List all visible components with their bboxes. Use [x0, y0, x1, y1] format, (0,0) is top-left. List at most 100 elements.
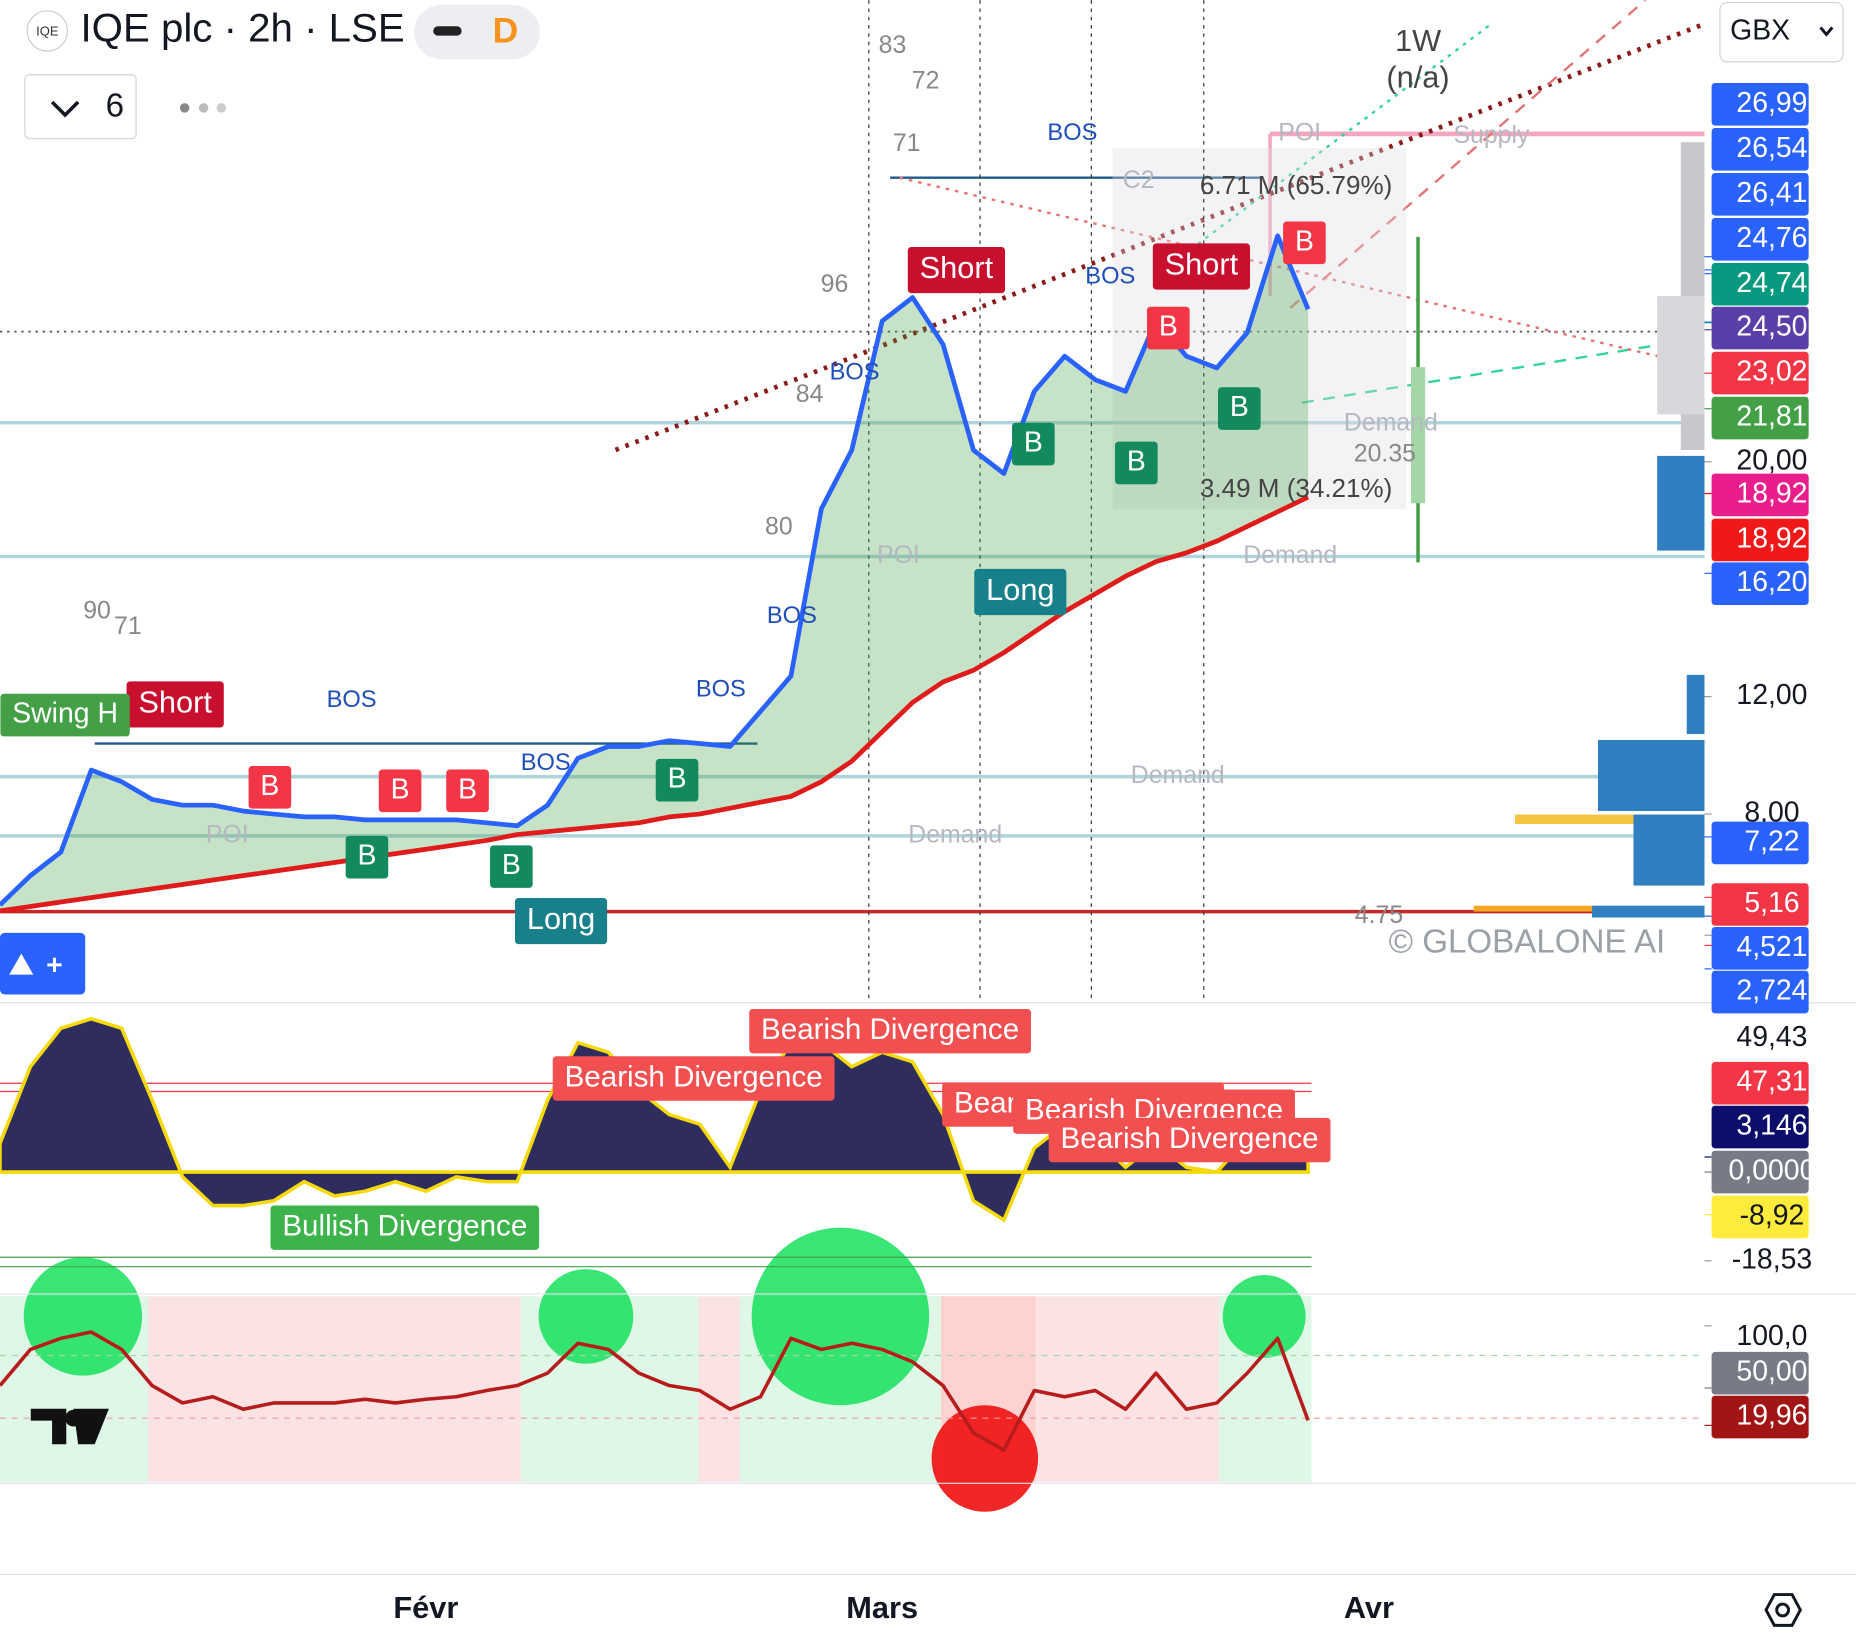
- dot: [216, 103, 227, 113]
- annotation: © GLOBALONE AI: [1389, 923, 1666, 960]
- annotation: POI: [877, 542, 920, 569]
- price-badge: [1711, 83, 1809, 126]
- annotation-box: [552, 1056, 835, 1101]
- chevron: [50, 100, 80, 118]
- annotation: Demand: [1131, 762, 1225, 789]
- price-label: 19,96: [1736, 1400, 1807, 1432]
- annotation-text: B: [357, 840, 376, 872]
- annotation-box: [1012, 422, 1055, 466]
- annotation-box: [0, 693, 130, 737]
- trend-line: [1159, 22, 1493, 274]
- annotation-text: B: [668, 763, 687, 795]
- annotation: 71: [893, 130, 921, 157]
- annotation: BOS: [327, 687, 377, 713]
- profile-bar: [1592, 905, 1705, 918]
- annotation-text: 80: [765, 514, 793, 541]
- annotation-text: B: [458, 773, 477, 805]
- annotation-box: [345, 835, 389, 879]
- x-tick-label: Févr: [393, 1590, 458, 1625]
- annotation-text: BOS: [830, 359, 880, 385]
- annotation-text: BOS: [1085, 263, 1135, 289]
- price-label: -18,53: [1732, 1243, 1813, 1275]
- annotation-text: (n/a): [1386, 60, 1449, 95]
- price-badge: [1711, 1351, 1809, 1395]
- y-tick-label: 20,00: [1736, 444, 1807, 476]
- annotation: Bearish Divergence: [552, 1056, 835, 1101]
- price-badge: [1711, 172, 1809, 216]
- annotation: 71: [114, 613, 142, 640]
- annotation-text: B: [1159, 311, 1178, 343]
- price-label: 24,74: [1736, 267, 1807, 299]
- annotation-text: Demand: [908, 821, 1002, 848]
- price-badge: [1711, 562, 1809, 606]
- signal-blob: [1222, 1274, 1306, 1358]
- add-alert-button[interactable]: [0, 932, 86, 995]
- price-badge: [1711, 1061, 1809, 1105]
- signal-blob: [23, 1257, 143, 1376]
- annotation-box: [248, 766, 292, 809]
- price-label: 50,00: [1736, 1356, 1807, 1388]
- annotation-text: B: [1024, 427, 1043, 459]
- annotation: Long: [974, 568, 1067, 616]
- annotation-box: [1218, 387, 1261, 430]
- x-tick-label: Mars: [846, 1590, 918, 1625]
- price-label: 16,20: [1736, 566, 1807, 598]
- annotation-text: Bearish Divergence: [761, 1013, 1019, 1046]
- annotation: C2: [1123, 167, 1155, 194]
- htf-candle: [1410, 367, 1426, 504]
- price-badge: [1711, 883, 1809, 926]
- price-badge: [1711, 970, 1809, 1014]
- settings[interactable]: [1764, 1593, 1803, 1627]
- price-badge: [1711, 518, 1809, 562]
- annotation-text: POI: [206, 821, 249, 848]
- annotation-text: Bearish Divergence: [565, 1060, 823, 1093]
- annotation-text: 72: [912, 67, 940, 94]
- annotation: Short: [126, 681, 224, 728]
- price-label: 49,43: [1736, 1021, 1807, 1053]
- annotation: (n/a): [1386, 60, 1449, 95]
- price-label: 100,0: [1736, 1320, 1807, 1352]
- price-label: 24,76: [1736, 222, 1807, 254]
- annotation: BOS: [1047, 120, 1097, 146]
- annotation-text: BOS: [767, 603, 817, 629]
- symbol-logo: [26, 10, 69, 52]
- annotation-box: [126, 681, 224, 728]
- annotation: Demand: [1243, 542, 1337, 569]
- price-badge: [1711, 1105, 1809, 1149]
- annotation: 6.71 M (65.79%): [1200, 170, 1392, 200]
- price-badge: [1711, 1395, 1809, 1439]
- indicator-toggle[interactable]: [24, 74, 137, 140]
- price-label: 2,724: [1736, 975, 1807, 1007]
- annotation-text: B: [391, 773, 410, 805]
- price-label: 24,50: [1736, 311, 1807, 343]
- series-line: [0, 1330, 1310, 1452]
- annotation-text: Short: [920, 250, 994, 285]
- annotation: BOS: [767, 603, 817, 629]
- annotation-box: [514, 897, 608, 945]
- chevron: [1819, 26, 1834, 37]
- annotation-box: [1115, 441, 1158, 485]
- annotation-text: Demand: [1243, 542, 1337, 569]
- trend-line: [1289, 0, 1647, 309]
- annotation: Short: [907, 246, 1006, 294]
- annotation: BOS: [830, 359, 880, 385]
- delay-badge: D: [493, 11, 519, 51]
- annotation-text: B: [502, 849, 521, 881]
- symbol-title[interactable]: IQE plc · 2h · LSE: [80, 6, 404, 51]
- annotation-text: 90: [83, 598, 111, 625]
- annotation-text: C2: [1123, 167, 1155, 194]
- series-line: [0, 233, 1311, 907]
- annotation: BOS: [1085, 263, 1135, 289]
- currency-select[interactable]: [1719, 1, 1844, 63]
- annotation-text: © GLOBALONE AI: [1389, 923, 1666, 960]
- dot: [179, 103, 190, 113]
- annotation-box: [655, 758, 699, 802]
- profile-bar: [1515, 814, 1634, 825]
- price-label: 5,16: [1744, 887, 1799, 919]
- annotation-text: 83: [879, 32, 907, 59]
- settings-icon[interactable]: [1764, 1593, 1803, 1627]
- price-badge: [1711, 396, 1809, 440]
- annotation-text: B: [1127, 445, 1146, 477]
- annotation: Demand: [1344, 409, 1438, 436]
